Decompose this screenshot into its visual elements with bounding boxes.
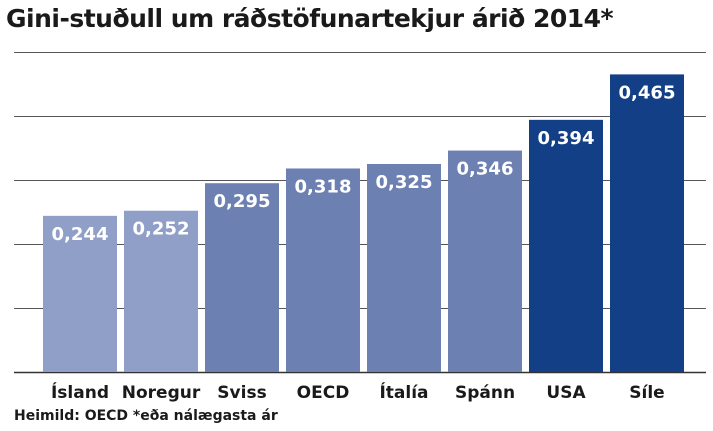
value-label: 0,394 xyxy=(538,128,595,149)
value-label: 0,318 xyxy=(295,176,352,197)
value-label: 0,252 xyxy=(133,219,190,240)
value-label: 0,325 xyxy=(376,172,433,193)
bar-usa xyxy=(529,119,603,372)
bar-noregur xyxy=(124,210,198,372)
value-labels: 0,244 0,252 0,295 0,318 0,325 0,346 0,394 0,465 xyxy=(52,82,676,244)
category-label: Sviss xyxy=(217,383,266,403)
chart-title: Gini-stuðull um ráðstöfunartekjur árið 2… xyxy=(6,4,614,33)
category-label: Síle xyxy=(629,383,664,403)
category-label: Spánn xyxy=(455,383,515,403)
bar-ítalía xyxy=(367,164,441,372)
category-labels: Ísland Noregur Sviss OECD Ítalía Spánn USA Síle xyxy=(51,381,665,403)
source-note: Heimild: OECD *eða nálægasta ár xyxy=(14,408,278,424)
bars xyxy=(43,74,684,373)
value-label: 0,244 xyxy=(52,224,109,245)
value-label: 0,346 xyxy=(457,159,514,180)
bar-sviss xyxy=(205,183,279,372)
bar-oecd xyxy=(286,168,360,372)
value-label: 0,295 xyxy=(214,191,271,212)
bar-spánn xyxy=(448,150,522,372)
category-label: USA xyxy=(546,383,586,403)
category-label: Ísland xyxy=(51,381,109,403)
category-label: Noregur xyxy=(122,383,201,403)
value-label: 0,465 xyxy=(619,82,676,103)
category-label: OECD xyxy=(297,383,350,403)
bar-síle xyxy=(610,74,684,373)
category-label: Ítalía xyxy=(379,381,428,403)
bar-ísland xyxy=(43,215,117,372)
